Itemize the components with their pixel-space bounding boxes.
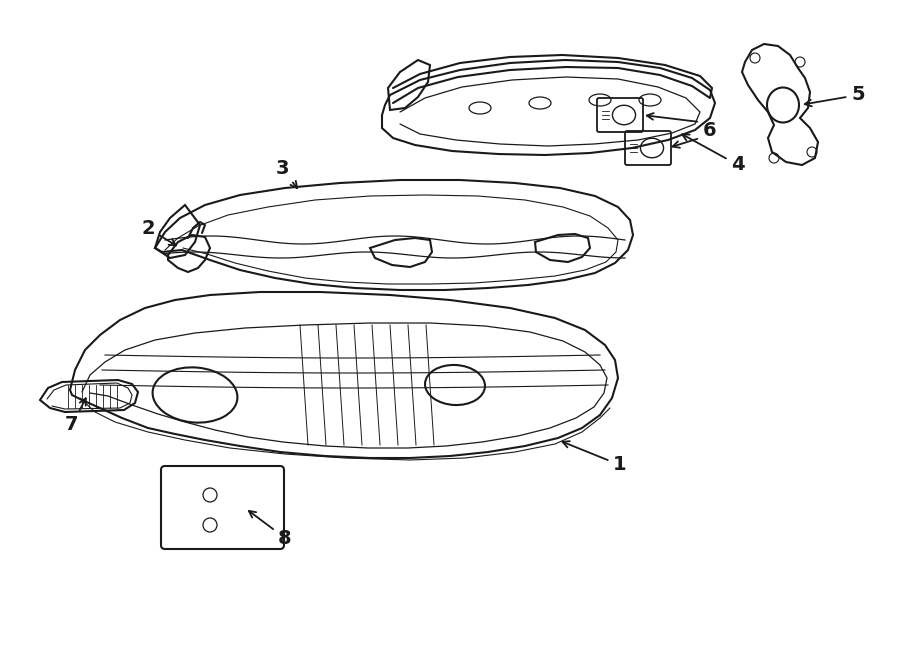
- Text: 7: 7: [65, 399, 86, 434]
- Text: 1: 1: [562, 441, 626, 475]
- Text: 8: 8: [248, 511, 292, 547]
- Text: 4: 4: [682, 134, 745, 175]
- Text: 5: 5: [805, 85, 865, 106]
- Text: 6: 6: [703, 120, 716, 139]
- Text: 2: 2: [141, 219, 176, 245]
- Text: 3: 3: [275, 159, 297, 188]
